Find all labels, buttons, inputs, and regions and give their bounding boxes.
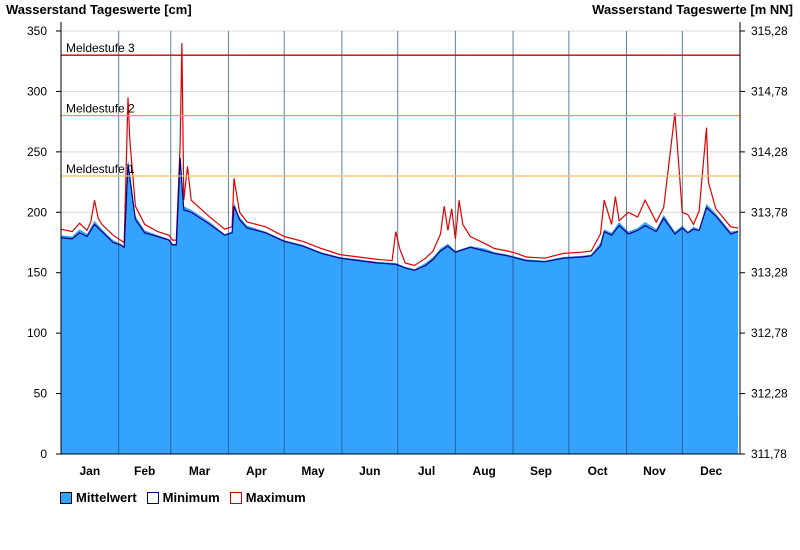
series-mittelwert-area <box>61 153 739 454</box>
month-label-sep: Sep <box>530 464 552 478</box>
y2-tick-label: 312,28 <box>751 387 788 401</box>
right-axis-title: Wasserstand Tageswerte [m NN] <box>592 2 793 17</box>
y-tick-label: 0 <box>40 447 47 461</box>
series-minimum-line <box>60 157 739 271</box>
legend-swatch <box>60 491 72 504</box>
left-axis-title: Wasserstand Tageswerte [cm] <box>6 2 192 17</box>
y-tick-label: 100 <box>27 326 47 340</box>
legend-label: Maximum <box>245 490 306 505</box>
month-label-aug: Aug <box>473 464 496 478</box>
y2-tick-label: 313,78 <box>751 205 788 219</box>
month-label-dec: Dec <box>700 464 722 478</box>
threshold-label-meldestufe-1: Meldestufe 1 <box>66 162 135 176</box>
month-label-apr: Apr <box>246 464 267 478</box>
legend-swatch <box>229 491 242 504</box>
legend-label: Minimum <box>162 490 220 505</box>
month-label-jun: Jun <box>359 464 380 478</box>
month-label-jan: Jan <box>79 464 100 478</box>
month-label-may: May <box>301 464 325 478</box>
y2-tick-label: 315,28 <box>751 24 788 38</box>
chart-legend: Mittelwert Minimum Maximum <box>60 490 306 505</box>
y-tick-label: 350 <box>27 24 47 38</box>
y2-tick-label: 311,78 <box>751 447 787 461</box>
legend-swatch <box>146 491 159 504</box>
month-label-feb: Feb <box>134 464 155 478</box>
legend-label: Mittelwert <box>76 490 137 505</box>
legend-item-mittelwert: Mittelwert <box>60 490 137 505</box>
legend-item-minimum: Minimum <box>146 490 220 505</box>
month-label-jul: Jul <box>418 464 435 478</box>
y-tick-label: 50 <box>34 387 48 401</box>
month-label-nov: Nov <box>643 464 666 478</box>
series-maximum-line <box>60 43 739 267</box>
month-label-oct: Oct <box>588 464 608 478</box>
y-tick-label: 200 <box>27 205 47 219</box>
y-tick-label: 300 <box>27 84 47 98</box>
y-tick-label: 150 <box>27 266 47 280</box>
y2-tick-label: 312,78 <box>751 326 788 340</box>
y2-tick-label: 313,28 <box>751 266 788 280</box>
month-label-mar: Mar <box>189 464 211 478</box>
y2-tick-label: 314,78 <box>751 84 788 98</box>
y-tick-label: 250 <box>27 145 47 159</box>
threshold-label-meldestufe-3: Meldestufe 3 <box>66 41 135 55</box>
y2-tick-label: 314,28 <box>751 145 788 159</box>
legend-item-maximum: Maximum <box>229 490 306 505</box>
threshold-label-meldestufe-2: Meldestufe 2 <box>66 102 135 116</box>
